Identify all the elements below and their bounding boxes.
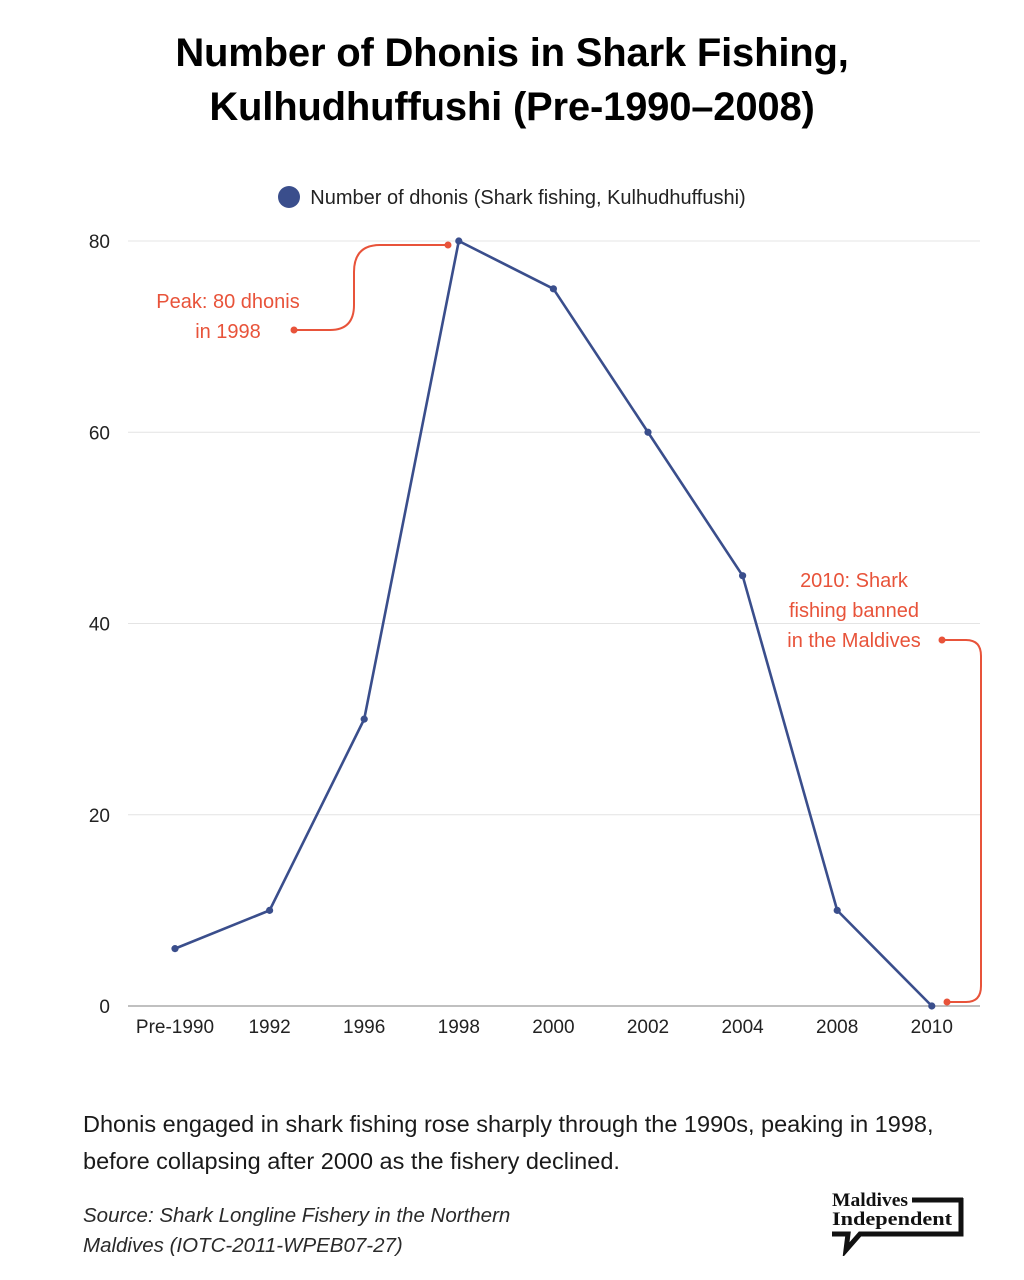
legend-marker-icon	[278, 186, 301, 208]
annotation-peak: Peak: 80 dhonis in 1998	[156, 241, 452, 343]
annotation-peak-text: in 1998	[195, 321, 261, 343]
data-point	[739, 572, 747, 580]
annotation-ban-end-dot	[943, 998, 951, 1006]
data-point	[171, 945, 179, 953]
x-tick-label: 2000	[532, 1017, 574, 1038]
x-tick-label: Pre-1990	[136, 1017, 214, 1038]
y-tick-label: 80	[89, 232, 110, 253]
source-line-2: Maldives (IOTC-2011-WPEB07-27)	[83, 1234, 403, 1257]
chart-caption: Dhonis engaged in shark fishing rose sha…	[83, 1111, 934, 1174]
annotation-peak-end-dot	[444, 241, 452, 249]
y-tick-label: 20	[89, 806, 110, 827]
line-chart: 0 20 40 60 80 Pre-1990 1992 1996 1998 2000 2002 200…	[89, 232, 982, 1038]
data-point	[549, 285, 558, 293]
annotation-ban-text: 2010: Shark	[800, 570, 909, 592]
x-tick-label: 2008	[816, 1017, 858, 1038]
annotation-ban: 2010: Shark fishing banned in the Maldives	[787, 570, 982, 1006]
data-point	[455, 237, 463, 245]
logo-speech-bubble-icon	[832, 1198, 964, 1256]
annotation-peak-connector	[294, 244, 448, 331]
chart-title: Number of Dhonis in Shark Fishing, Kulhu…	[0, 26, 1024, 134]
annotation-peak-start-dot	[290, 326, 298, 334]
x-tick-label: 1992	[248, 1017, 290, 1038]
data-point	[833, 906, 841, 914]
annotation-ban-text: in the Maldives	[787, 630, 920, 652]
x-tick-label: 2004	[721, 1017, 764, 1038]
chart-legend: Number of dhonis (Shark fishing, Kulhudh…	[0, 186, 1024, 210]
x-tick-label: 2010	[911, 1017, 953, 1038]
chart-source: Source: Shark Longline Fishery in the No…	[83, 1201, 643, 1261]
x-tick-label: 1996	[343, 1017, 385, 1038]
chart-title-line-2: Kulhudhuffushi (Pre-1990–2008)	[209, 85, 815, 129]
annotation-ban-text: fishing banned	[789, 600, 919, 622]
chart-title-line-1: Number of Dhonis in Shark Fishing,	[175, 31, 849, 75]
x-tick-label: 1998	[438, 1017, 480, 1038]
data-point	[360, 715, 368, 723]
y-tick-label: 0	[99, 997, 110, 1018]
data-point	[928, 1002, 936, 1010]
annotation-peak-text: Peak: 80 dhonis	[156, 291, 299, 313]
logo-line-1: Maldives	[832, 1190, 908, 1211]
annotation-ban-connector	[942, 639, 982, 1003]
legend-label: Number of dhonis (Shark fishing, Kulhudh…	[310, 187, 746, 209]
x-tick-label: 2002	[627, 1017, 669, 1038]
annotation-ban-start-dot	[938, 636, 946, 644]
logo-line-2: Independent	[832, 1209, 953, 1230]
maldives-independent-logo: Maldives Independent	[832, 1190, 964, 1256]
data-point	[266, 906, 274, 914]
source-line-1: Source: Shark Longline Fishery in the No…	[83, 1204, 511, 1227]
data-point	[644, 428, 652, 436]
y-tick-label: 40	[89, 615, 110, 636]
y-tick-label: 60	[89, 423, 110, 444]
